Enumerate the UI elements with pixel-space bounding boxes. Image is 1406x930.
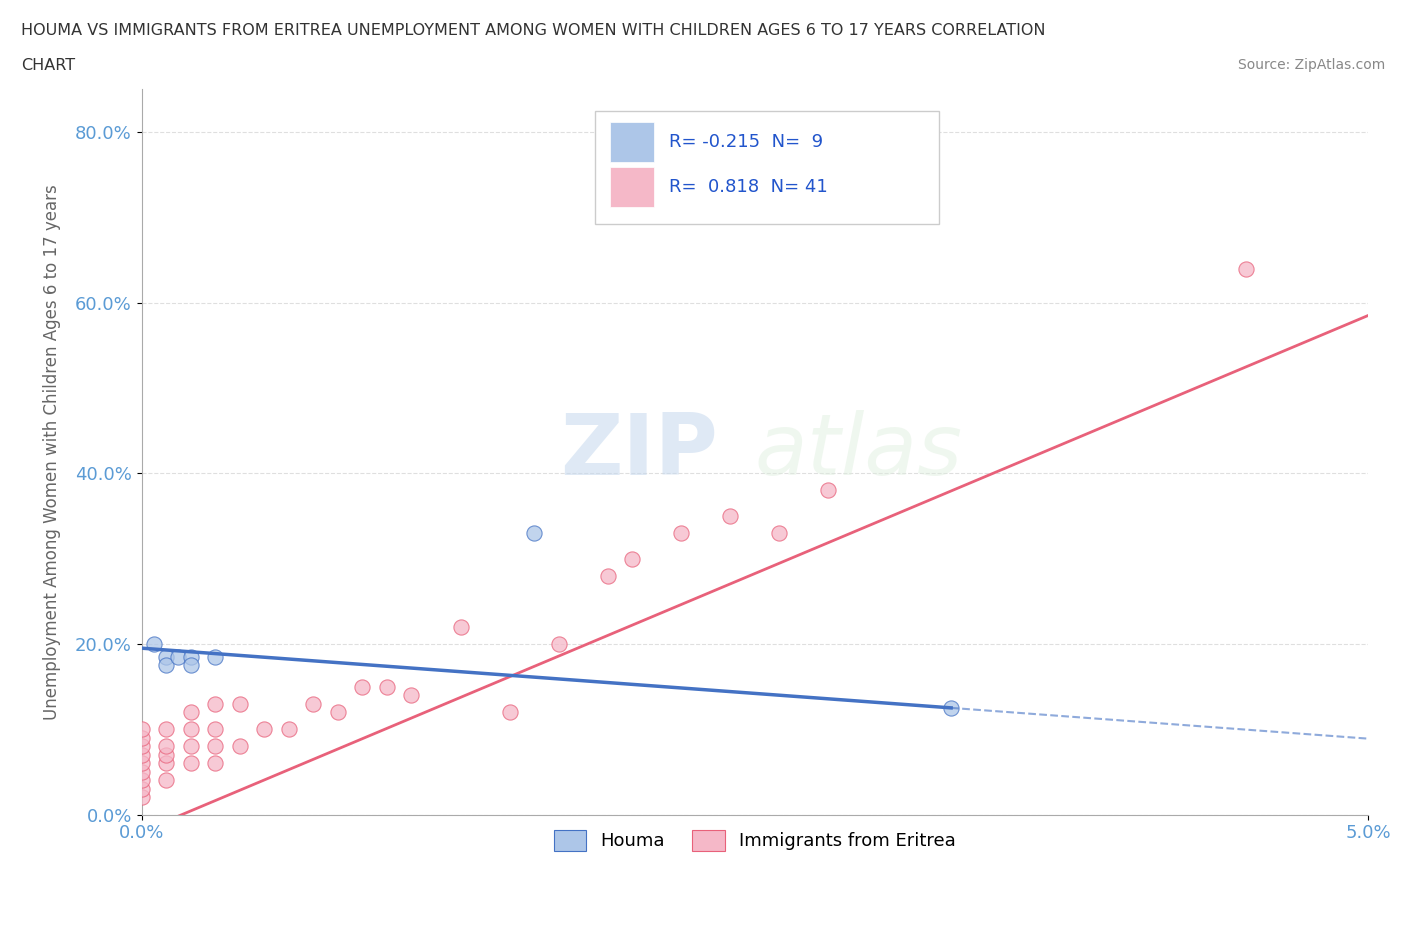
Point — [180, 756, 202, 771]
Point — [131, 781, 153, 796]
FancyBboxPatch shape — [610, 122, 654, 162]
Point — [204, 738, 226, 753]
Legend: Houma, Immigrants from Eritrea: Houma, Immigrants from Eritrea — [544, 821, 965, 860]
Point — [1234, 261, 1257, 276]
Point — [401, 687, 423, 702]
Point — [180, 658, 202, 672]
Point — [204, 756, 226, 771]
Text: ZIP: ZIP — [561, 410, 718, 494]
Point — [253, 722, 276, 737]
Text: R= -0.215  N=  9: R= -0.215 N= 9 — [669, 133, 823, 151]
FancyBboxPatch shape — [596, 112, 939, 223]
Point — [204, 697, 226, 711]
Point — [131, 764, 153, 779]
Point — [180, 705, 202, 720]
Point — [155, 738, 177, 753]
Point — [939, 700, 962, 715]
Point — [131, 730, 153, 745]
Point — [131, 722, 153, 737]
Point — [302, 697, 325, 711]
Point — [131, 738, 153, 753]
Point — [155, 649, 177, 664]
Point — [547, 636, 569, 651]
Point — [155, 773, 177, 788]
Point — [180, 722, 202, 737]
Point — [326, 705, 349, 720]
Point — [167, 649, 190, 664]
Text: Source: ZipAtlas.com: Source: ZipAtlas.com — [1237, 58, 1385, 72]
Point — [352, 679, 374, 694]
FancyBboxPatch shape — [610, 167, 654, 207]
Point — [450, 619, 472, 634]
Point — [155, 722, 177, 737]
Point — [229, 697, 252, 711]
Point — [375, 679, 398, 694]
Text: CHART: CHART — [21, 58, 75, 73]
Y-axis label: Unemployment Among Women with Children Ages 6 to 17 years: Unemployment Among Women with Children A… — [44, 184, 60, 720]
Point — [155, 748, 177, 763]
Point — [180, 649, 202, 664]
Point — [155, 658, 177, 672]
Point — [621, 551, 644, 566]
Text: R=  0.818  N= 41: R= 0.818 N= 41 — [669, 179, 828, 196]
Point — [131, 756, 153, 771]
Point — [142, 636, 165, 651]
Point — [131, 790, 153, 804]
Point — [229, 738, 252, 753]
Point — [204, 722, 226, 737]
Point — [131, 748, 153, 763]
Point — [718, 509, 741, 524]
Point — [155, 756, 177, 771]
Point — [596, 568, 619, 583]
Point — [768, 525, 790, 540]
Point — [817, 483, 839, 498]
Point — [131, 773, 153, 788]
Point — [180, 738, 202, 753]
Point — [277, 722, 299, 737]
Point — [671, 525, 693, 540]
Text: HOUMA VS IMMIGRANTS FROM ERITREA UNEMPLOYMENT AMONG WOMEN WITH CHILDREN AGES 6 T: HOUMA VS IMMIGRANTS FROM ERITREA UNEMPLO… — [21, 23, 1046, 38]
Point — [498, 705, 520, 720]
Text: atlas: atlas — [755, 410, 963, 494]
Point — [204, 649, 226, 664]
Point — [523, 525, 546, 540]
